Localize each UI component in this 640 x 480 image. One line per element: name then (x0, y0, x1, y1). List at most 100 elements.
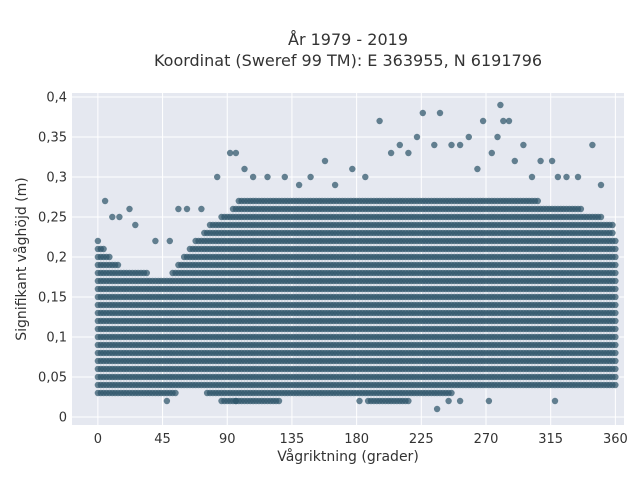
x-tick-label: 180 (344, 432, 369, 447)
x-tick-label: 45 (154, 432, 171, 447)
outlier-point (445, 397, 452, 405)
chart-title: År 1979 - 2019 (288, 30, 408, 49)
data-point (612, 253, 619, 261)
y-tick-label: 0 (59, 411, 67, 426)
outlier-point (574, 173, 582, 181)
outlier-point (485, 397, 493, 405)
outlier-point (175, 205, 182, 213)
data-point (612, 333, 619, 341)
data-point (612, 341, 619, 349)
y-tick-label: 0,1 (46, 331, 67, 346)
outlier-point (597, 181, 605, 189)
outlier-point (551, 397, 559, 405)
outlier-point (405, 149, 412, 157)
outlier-point (376, 117, 383, 125)
outlier-point (554, 173, 562, 181)
data-point (172, 389, 179, 397)
data-points (94, 101, 619, 413)
y-tick-label: 0,2 (46, 251, 67, 266)
data-point (612, 277, 619, 285)
outlier-point (474, 165, 481, 173)
data-point (405, 397, 412, 405)
outlier-point (249, 173, 257, 181)
outlier-point (448, 141, 455, 149)
outlier-point (488, 149, 495, 157)
y-axis-label: Signifikant våghöjd (m) (13, 177, 30, 340)
y-tick-labels: 0 0,05 0,1 0,15 0,2 0,25 0,3 0,35 0,4 (38, 91, 67, 426)
data-point (612, 293, 619, 301)
outlier-point (232, 397, 240, 405)
y-tick-label: 0,05 (38, 371, 67, 386)
x-tick-label: 270 (474, 432, 499, 447)
data-point (94, 237, 102, 245)
data-point (612, 309, 619, 317)
y-tick-label: 0,4 (46, 91, 67, 106)
data-point (597, 213, 605, 221)
data-point (114, 261, 122, 269)
outlier-point (166, 237, 173, 245)
data-point (612, 349, 619, 357)
data-point (275, 397, 283, 405)
x-tick-label: 225 (409, 432, 434, 447)
y-tick-label: 0,15 (38, 291, 67, 306)
outlier-point (226, 149, 234, 157)
outlier-point (528, 173, 536, 181)
outlier-point (109, 213, 116, 221)
data-point (143, 269, 150, 277)
outlier-point (494, 133, 501, 141)
data-point (534, 197, 541, 205)
outlier-point (281, 173, 288, 181)
outlier-point (349, 165, 356, 173)
outlier-point (101, 197, 109, 205)
data-point (612, 365, 619, 373)
outlier-point (132, 221, 139, 229)
outlier-point (356, 397, 363, 405)
outlier-point (264, 173, 271, 181)
outlier-point (609, 221, 616, 229)
y-tick-label: 0,3 (46, 171, 67, 186)
outlier-point (387, 149, 395, 157)
x-tick-label: 0 (94, 432, 102, 447)
outlier-point (537, 157, 544, 165)
outlier-point (465, 133, 472, 141)
data-point (612, 381, 619, 389)
outlier-point (232, 149, 240, 157)
outlier-point (198, 205, 205, 213)
outlier-point (589, 141, 596, 149)
y-tick-label: 0,25 (38, 211, 67, 226)
data-point (612, 285, 619, 293)
data-point (612, 325, 619, 333)
outlier-point (321, 157, 329, 165)
data-point (100, 245, 107, 253)
data-point (612, 269, 619, 277)
outlier-point (241, 165, 248, 173)
data-point (612, 373, 619, 381)
data-point (609, 229, 616, 237)
outlier-point (511, 157, 518, 165)
outlier-point (456, 141, 464, 149)
x-axis-label: Vågriktning (grader) (277, 448, 419, 465)
outlier-point (548, 157, 556, 165)
outlier-point (436, 109, 444, 117)
data-point (612, 261, 619, 269)
data-point (612, 357, 619, 365)
chart-subtitle: Koordinat (Sweref 99 TM): E 363955, N 61… (154, 51, 542, 70)
data-point (448, 389, 455, 397)
outlier-point (479, 117, 487, 125)
outlier-point (307, 173, 314, 181)
x-tick-label: 135 (280, 432, 305, 447)
x-tick-labels: 0 45 90 135 180 225 270 315 360 (94, 432, 628, 447)
outlier-point (331, 181, 339, 189)
y-tick-label: 0,35 (38, 131, 67, 146)
outlier-point (497, 101, 504, 109)
outlier-point (500, 117, 507, 125)
data-point (106, 253, 113, 261)
x-tick-label: 360 (603, 432, 628, 447)
outlier-point (431, 141, 438, 149)
outlier-point (456, 397, 464, 405)
outlier-point (163, 397, 171, 405)
outlier-point (505, 117, 513, 125)
outlier-point (295, 181, 303, 189)
